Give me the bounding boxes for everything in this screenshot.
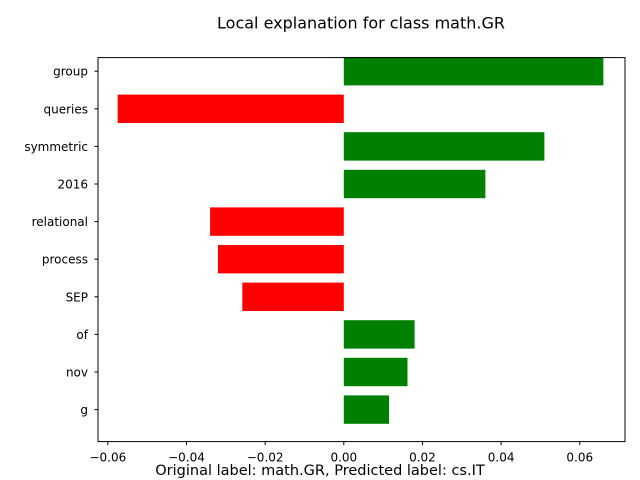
plot-frame [97, 57, 626, 443]
x-tick-label: 0.04 [488, 451, 515, 465]
y-tick-label: g [80, 403, 88, 417]
bar-nov [343, 357, 408, 387]
y-tick-label: SEP [66, 290, 88, 304]
x-tick-label: 0.00 [330, 451, 357, 465]
y-tick-label: nov [66, 366, 88, 380]
bar-of [343, 320, 415, 349]
y-tick-label: of [76, 328, 88, 342]
y-axis-ticks: group queries symmetric 2016 relational proce… [24, 65, 98, 417]
x-tick-label: −0.02 [247, 451, 284, 465]
bar-group [343, 57, 604, 86]
bar-symmetric [343, 132, 545, 161]
x-tick-label: 0.02 [409, 451, 436, 465]
x-tick-label: −0.04 [168, 451, 205, 465]
chart-title: Local explanation for class math.GR [217, 14, 505, 33]
bar-g [343, 395, 390, 424]
bars-layer [117, 57, 604, 424]
y-tick-label: relational [32, 215, 88, 229]
chart-caption: Original label: math.GR, Predicted label… [155, 463, 485, 479]
y-tick-label: 2016 [57, 178, 88, 192]
y-tick-label: process [42, 253, 88, 267]
x-tick-label: −0.06 [89, 451, 126, 465]
bar-relational [210, 207, 344, 236]
x-axis-ticks: −0.06 −0.04 −0.02 0.00 0.02 0.04 0.06 [89, 441, 593, 465]
y-tick-label: queries [43, 102, 88, 116]
bar-process [217, 245, 344, 274]
x-tick-label: 0.06 [566, 451, 593, 465]
bar-queries [117, 94, 344, 123]
y-tick-label: group [53, 65, 88, 79]
bar-2016 [343, 169, 486, 199]
bar-SEP [242, 282, 344, 311]
y-tick-label: symmetric [24, 140, 88, 154]
